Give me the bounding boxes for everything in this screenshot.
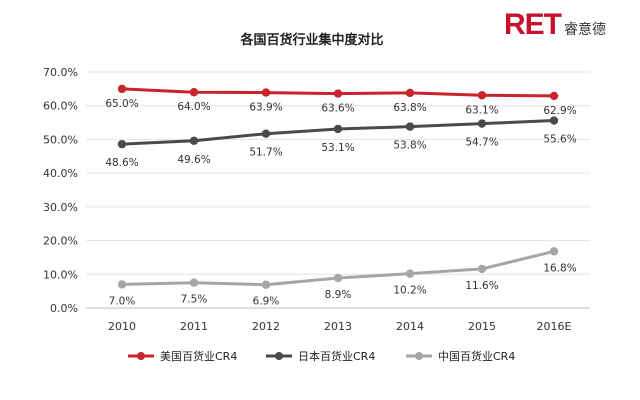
data-label: 6.9% [253,296,280,308]
y-tick-label: 70.0% [43,66,78,79]
x-tick-label: 2011 [180,320,208,333]
data-label: 11.6% [465,280,498,292]
y-tick-label: 10.0% [43,268,78,281]
x-tick-label: 2010 [108,320,136,333]
data-label: 63.9% [249,102,282,114]
legend-marker [275,352,283,360]
x-tick-label: 2013 [324,320,352,333]
data-point [477,119,487,128]
series-group [117,84,559,289]
legend: 美国百货业CR4 日本百货业CR4 中国百货业CR4 [128,349,515,363]
x-tick-label: 2016E [537,320,572,333]
legend-label: 中国百货业CR4 [438,349,515,363]
legend-marker [415,352,423,360]
y-tick-label: 30.0% [43,201,78,214]
data-label: 54.7% [465,137,498,149]
x-tick-label: 2014 [396,320,424,333]
logo-chinese-name: 睿意德 [564,22,606,38]
data-point [117,84,127,94]
data-point [333,89,343,98]
data-point [117,139,127,149]
logo: RET 睿意德 [504,10,606,40]
data-point [189,136,199,145]
data-label: 49.6% [177,154,210,166]
data-point [549,91,559,101]
y-tick-label: 0.0% [50,302,78,315]
data-label: 63.8% [393,102,426,114]
data-point [405,269,415,278]
data-label: 7.5% [181,294,208,306]
data-label: 64.0% [177,101,210,113]
x-tick-label: 2012 [252,320,280,333]
data-point [477,91,487,100]
data-point [477,264,487,274]
legend-marker [137,352,145,360]
data-label: 63.6% [321,103,354,115]
data-point [261,88,271,97]
data-label: 10.2% [393,285,426,297]
logo-mark: RET [504,8,562,41]
data-point [333,273,343,283]
data-label: 7.0% [109,295,136,307]
x-tick-label: 2015 [468,320,496,333]
y-tick-label: 20.0% [43,235,78,248]
data-point [117,280,127,289]
y-tick-label: 60.0% [43,100,78,113]
data-point [189,278,199,287]
data-label: 53.8% [393,140,426,152]
data-point [189,88,199,97]
data-point [261,129,271,138]
data-label: 8.9% [325,289,352,301]
data-labels: 65.0% 64.0% 63.9% 63.6% 63.8% 63.1% 62.9% 48.6%… [105,98,576,308]
data-point [549,116,559,125]
data-label: 51.7% [249,147,282,159]
data-point [549,247,559,256]
data-label: 63.1% [465,104,498,116]
data-label: 55.6% [543,134,576,146]
x-axis: 2010 2011 2012 2013 2014 2015 2016E [108,320,572,333]
legend-label: 美国百货业CR4 [160,349,237,363]
chart-title: 各国百货行业集中度对比 [239,32,383,48]
data-label: 16.8% [543,262,576,274]
data-point [261,280,271,289]
y-tick-label: 50.0% [43,133,78,146]
legend-label: 日本百货业CR4 [298,349,375,363]
data-label: 53.1% [321,142,354,154]
data-point [405,122,415,131]
data-point [333,124,343,134]
data-label: 62.9% [543,105,576,117]
y-axis: 0.0% 10.0% 20.0% 30.0% 40.0% 50.0% 60.0% 70.0% [43,66,78,315]
y-tick-label: 40.0% [43,167,78,180]
data-label: 48.6% [105,157,138,169]
data-label: 65.0% [105,98,138,110]
data-point [405,88,415,98]
